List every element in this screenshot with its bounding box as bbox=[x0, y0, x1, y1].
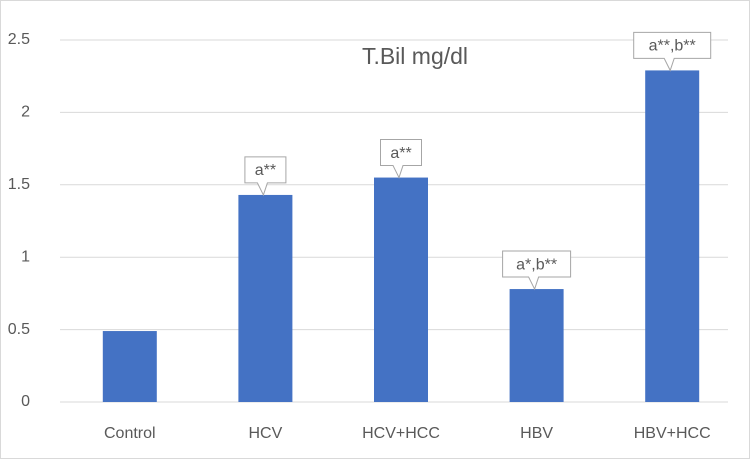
bar bbox=[374, 177, 428, 402]
bar bbox=[238, 194, 293, 402]
bar bbox=[509, 289, 564, 402]
x-tick-label: HBV+HCC bbox=[634, 425, 711, 442]
x-tick-label: Control bbox=[104, 425, 156, 442]
annotation: a*,b** bbox=[516, 256, 557, 273]
callout-box bbox=[380, 139, 422, 179]
x-tick-label: HBV bbox=[520, 425, 553, 442]
bar bbox=[645, 70, 700, 403]
y-tick-label: 2 bbox=[21, 104, 30, 121]
x-tick-label: HCV bbox=[249, 425, 283, 442]
annotation: a** bbox=[255, 162, 276, 179]
callout-box bbox=[244, 156, 287, 197]
y-tick-label: 1.5 bbox=[8, 176, 30, 193]
bar bbox=[102, 331, 157, 402]
y-tick-label: 0.5 bbox=[8, 321, 30, 338]
x-tick-label: HCV+HCC bbox=[362, 425, 440, 442]
callout-box bbox=[502, 250, 572, 291]
y-tick-label: 0 bbox=[21, 393, 30, 410]
chart-title: T.Bil mg/dl bbox=[362, 43, 468, 69]
y-tick-label: 1 bbox=[21, 248, 30, 265]
annotation: a**,b** bbox=[649, 38, 696, 55]
callout-box bbox=[633, 31, 712, 72]
y-tick-label: 2.5 bbox=[8, 31, 30, 48]
annotation: a** bbox=[390, 145, 411, 162]
